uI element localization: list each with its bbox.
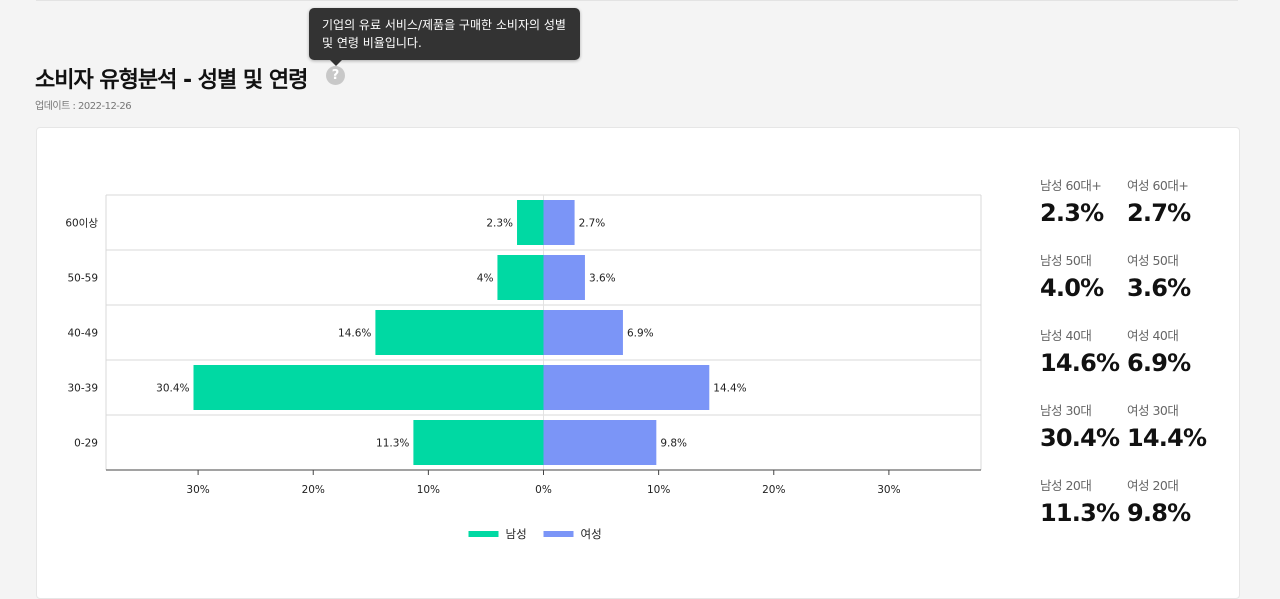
bar-male: [517, 200, 544, 245]
stat-label: 남성 50대: [1040, 253, 1092, 268]
data-label-female: 14.4%: [713, 383, 746, 395]
legend-label-female: 여성: [581, 527, 602, 541]
stat-label: 여성 20대: [1127, 478, 1179, 493]
x-tick-label: 20%: [302, 484, 325, 496]
stat-male-40: 남성 40대 14.6%: [1040, 326, 1127, 401]
stat-value: 6.9%: [1127, 349, 1191, 377]
stat-male-50: 남성 50대 4.0%: [1040, 251, 1127, 326]
stat-male-60: 남성 60대+ 2.3%: [1040, 176, 1127, 251]
x-tick-label: 0%: [535, 484, 552, 496]
data-label-male: 2.3%: [486, 218, 513, 230]
data-label-female: 6.9%: [627, 328, 654, 340]
stat-row-40: 남성 40대 14.6% 여성 40대 6.9%: [1040, 326, 1240, 401]
x-tick-label: 30%: [877, 484, 900, 496]
stat-male-20: 남성 20대 11.3%: [1040, 476, 1127, 551]
x-tick-label: 10%: [417, 484, 440, 496]
legend-swatch-female: [543, 531, 574, 537]
help-icon[interactable]: ?: [326, 66, 345, 85]
legend-swatch-male: [468, 531, 499, 537]
update-date: 업데이트 : 2022-12-26: [35, 101, 132, 112]
stat-value: 4.0%: [1040, 274, 1104, 302]
stat-label: 여성 50대: [1127, 253, 1179, 268]
stats-panel: 남성 60대+ 2.3% 여성 60대+ 2.7% 남성 50대 4.0% 여성…: [1040, 176, 1240, 551]
x-tick-label: 20%: [762, 484, 785, 496]
stat-value: 2.7%: [1127, 199, 1191, 227]
stat-row-50: 남성 50대 4.0% 여성 50대 3.6%: [1040, 251, 1240, 326]
stat-value: 2.3%: [1040, 199, 1104, 227]
bar-male: [193, 365, 544, 410]
bar-female: [543, 365, 710, 410]
stat-value: 14.6%: [1040, 349, 1120, 377]
bar-female: [543, 255, 585, 300]
stat-label: 남성 60대+: [1040, 178, 1102, 193]
stat-value: 11.3%: [1040, 499, 1120, 527]
stat-value: 30.4%: [1040, 424, 1120, 452]
stat-female-60: 여성 60대+ 2.7%: [1127, 176, 1214, 251]
category-label: 40-49: [67, 328, 98, 340]
data-label-male: 30.4%: [156, 383, 189, 395]
stat-label: 여성 60대+: [1127, 178, 1189, 193]
previous-card-edge: [36, 0, 1238, 1]
gender-age-chart: 2.3% 2.7% 60이상 4% 3.6% 50-59 14.6% 6.9% 40-49 30.…: [65, 194, 982, 541]
x-tick-label: 10%: [647, 484, 670, 496]
bar-male: [375, 310, 544, 355]
stat-row-60: 남성 60대+ 2.3% 여성 60대+ 2.7%: [1040, 176, 1240, 251]
chart-card: 2.3% 2.7% 60이상 4% 3.6% 50-59 14.6% 6.9% 40-49 30.…: [36, 127, 1240, 599]
stat-female-50: 여성 50대 3.6%: [1127, 251, 1214, 326]
stat-label: 여성 40대: [1127, 328, 1179, 343]
x-tick-label: 30%: [186, 484, 209, 496]
stat-value: 9.8%: [1127, 499, 1191, 527]
bar-female: [543, 420, 657, 465]
category-label: 60이상: [65, 218, 98, 230]
stat-female-30: 여성 30대 14.4%: [1127, 401, 1214, 476]
stat-label: 남성 20대: [1040, 478, 1092, 493]
bar-female: [543, 310, 623, 355]
stat-row-20: 남성 20대 11.3% 여성 20대 9.8%: [1040, 476, 1240, 551]
stat-label: 남성 40대: [1040, 328, 1092, 343]
stat-row-30: 남성 30대 30.4% 여성 30대 14.4%: [1040, 401, 1240, 476]
stat-label: 남성 30대: [1040, 403, 1092, 418]
category-label: 50-59: [67, 273, 98, 285]
stat-female-20: 여성 20대 9.8%: [1127, 476, 1214, 551]
bar-female: [543, 200, 575, 245]
data-label-female: 3.6%: [589, 273, 616, 285]
legend-label-male: 남성: [506, 527, 527, 541]
stat-female-40: 여성 40대 6.9%: [1127, 326, 1214, 401]
data-label-female: 2.7%: [579, 218, 606, 230]
bar-male: [497, 255, 544, 300]
category-label: 0-29: [74, 438, 98, 450]
data-label-female: 9.8%: [660, 438, 687, 450]
data-label-male: 4%: [477, 273, 494, 285]
help-tooltip: 기업의 유료 서비스/제품을 구매한 소비자의 성별 및 연령 비율입니다.: [309, 8, 580, 66]
stat-value: 14.4%: [1127, 424, 1207, 452]
bar-male: [413, 420, 544, 465]
stat-male-30: 남성 30대 30.4%: [1040, 401, 1127, 476]
page-title: 소비자 유형분석 - 성별 및 연령: [35, 68, 308, 93]
category-label: 30-39: [67, 383, 98, 395]
stat-value: 3.6%: [1127, 274, 1191, 302]
stat-label: 여성 30대: [1127, 403, 1179, 418]
data-label-male: 11.3%: [376, 438, 409, 450]
data-label-male: 14.6%: [338, 328, 371, 340]
